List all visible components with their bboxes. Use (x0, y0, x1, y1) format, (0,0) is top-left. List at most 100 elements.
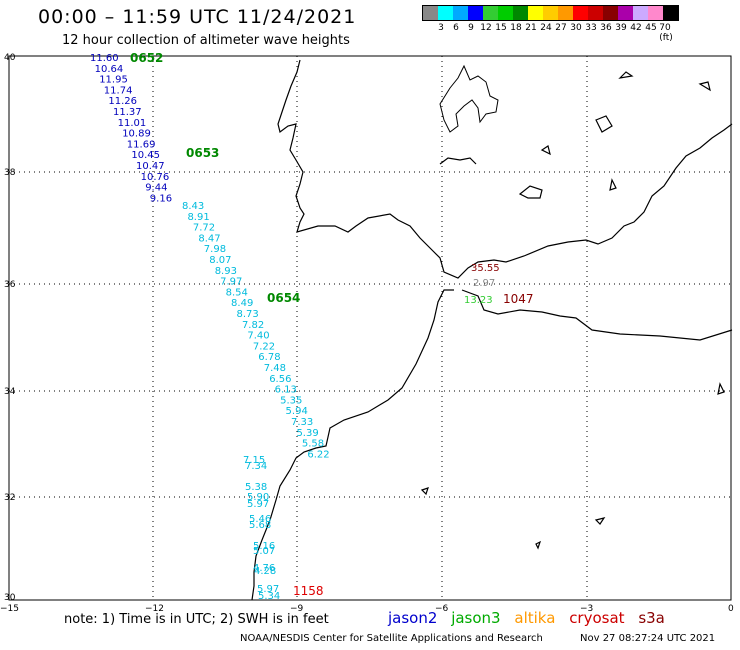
timestamp: Nov 27 08:27:24 UTC 2021 (580, 633, 716, 644)
wave-value: 6.13 (275, 385, 297, 396)
color-scale-swatch (663, 6, 678, 20)
satellite-legend: jason2 jason3 altika cryosat s3a (388, 609, 674, 627)
color-scale-swatch (513, 6, 528, 20)
wave-value: 5.07 (253, 546, 275, 557)
lon-label: −9 (290, 604, 304, 614)
wave-value: 9.16 (150, 193, 172, 204)
time-label: 1158 (293, 584, 324, 598)
wave-value: 11.95 (99, 75, 128, 86)
legend-item: s3a (638, 609, 665, 627)
lat-label: 32 (4, 493, 15, 503)
time-label: 0654 (267, 291, 300, 305)
color-scale-swatch (648, 6, 663, 20)
wave-value: 7.33 (291, 417, 313, 428)
wave-value: 5.39 (296, 428, 318, 439)
color-scale-label: 36 (600, 23, 612, 33)
color-scale-swatch (603, 6, 618, 20)
lon-label: 0 (728, 604, 734, 614)
lat-label: 38 (4, 168, 16, 178)
color-scale-swatch (543, 6, 558, 20)
coastline (251, 59, 733, 601)
wave-value: 11.74 (104, 85, 133, 96)
lon-label: −6 (435, 604, 449, 614)
time-labels: 0652 0653 0654 1158 1047 (130, 51, 534, 598)
color-scale-labels: 3 6 9 12 15 18 21 24 27 30 33 36 39 42 45 70 (ft) (422, 21, 679, 43)
wave-value: 8.07 (209, 255, 231, 266)
wave-value: 10.89 (122, 129, 151, 140)
wave-value: 10.76 (141, 172, 170, 183)
color-scale-label: 30 (570, 23, 582, 33)
wave-value: 11.37 (113, 107, 142, 118)
color-scale-boxes (422, 5, 679, 21)
lat-label: 40 (4, 53, 16, 63)
legend-item: cryosat (569, 609, 625, 627)
wave-value: 6.22 (307, 449, 329, 460)
lon-label: −12 (145, 604, 164, 614)
color-scale-swatch (468, 6, 483, 20)
legend-item: jason2 (388, 609, 438, 627)
color-scale-swatch (633, 6, 648, 20)
wave-value: 7.72 (193, 223, 215, 234)
time-label: 1047 (503, 292, 534, 306)
wave-value: 5.58 (302, 439, 324, 450)
wave-value: 11.69 (127, 139, 156, 150)
wave-value: 11.01 (118, 118, 147, 129)
wave-value: 7.97 (220, 277, 242, 288)
color-scale-label: 3 (438, 23, 444, 33)
color-scale-swatch (588, 6, 603, 20)
wave-value: 7.22 (253, 341, 275, 352)
wave-value: 8.49 (231, 298, 253, 309)
wave-value: 5.16 (253, 541, 275, 552)
color-scale-label: 6 (453, 23, 459, 33)
color-scale-label: 18 (510, 23, 522, 33)
color-scale-label: 24 (540, 23, 552, 33)
wave-value: 10.64 (95, 64, 124, 75)
wave-value: 5.90 (247, 492, 269, 503)
color-scale-swatch (423, 6, 438, 20)
wave-value: 5.35 (280, 395, 302, 406)
wave-value: 7.98 (204, 244, 226, 255)
wave-value: 13.23 (464, 295, 493, 306)
lon-label: −15 (0, 604, 19, 614)
axis-labels: 40 38 36 34 32 30 −15 −12 −9 −6 −3 0 (0, 53, 734, 614)
color-scale-label: 12 (480, 23, 492, 33)
color-scale-swatch (453, 6, 468, 20)
lat-label: 36 (4, 280, 16, 290)
wave-value: 7.15 (243, 455, 265, 466)
wave-value: 7.48 (264, 363, 286, 374)
color-scale-label: 42 (630, 23, 642, 33)
color-scale-swatch (573, 6, 588, 20)
wave-value: 9.44 (145, 183, 167, 194)
color-scale-label: 33 (585, 23, 597, 33)
wave-value: 8.73 (237, 309, 259, 320)
note-text: note: 1) Time is in UTC; 2) SWH is in fe… (64, 612, 329, 627)
wave-value: 8.43 (182, 201, 204, 212)
wave-value: 6.78 (258, 352, 280, 363)
color-scale-label: 27 (555, 23, 567, 33)
page-subtitle: 12 hour collection of altimeter wave hei… (62, 33, 350, 48)
credit-text: NOAA/NESDIS Center for Satellite Applica… (240, 633, 543, 644)
wave-value: 5.46 (249, 514, 271, 525)
time-label: 0652 (130, 51, 163, 65)
wave-value: 10.45 (131, 150, 160, 161)
color-scale-swatch (483, 6, 498, 20)
wave-value: 5.68 (249, 520, 271, 531)
lon-label: −3 (580, 604, 593, 614)
wave-value: 6.56 (269, 374, 291, 385)
color-scale-label: 39 (615, 23, 627, 33)
wave-value: 11.26 (108, 96, 137, 107)
color-scale-swatch (528, 6, 543, 20)
wave-value: 5.97 (257, 584, 279, 595)
color-scale-label: 9 (468, 23, 474, 33)
time-label: 0653 (186, 146, 219, 160)
color-scale-swatch (618, 6, 633, 20)
color-scale-swatch (438, 6, 453, 20)
color-scale-label: 45 (645, 23, 657, 33)
wave-value: 8.93 (215, 266, 237, 277)
wave-value: 5.34 (258, 591, 280, 602)
wave-height-tracks: 11.6010.6411.9511.7411.2611.3711.0110.89… (90, 53, 330, 602)
wave-value: 7.40 (247, 331, 269, 342)
page-title: 00:00 – 11:59 UTC 11/24/2021 (38, 6, 357, 28)
wave-value: 4.28 (254, 566, 276, 577)
